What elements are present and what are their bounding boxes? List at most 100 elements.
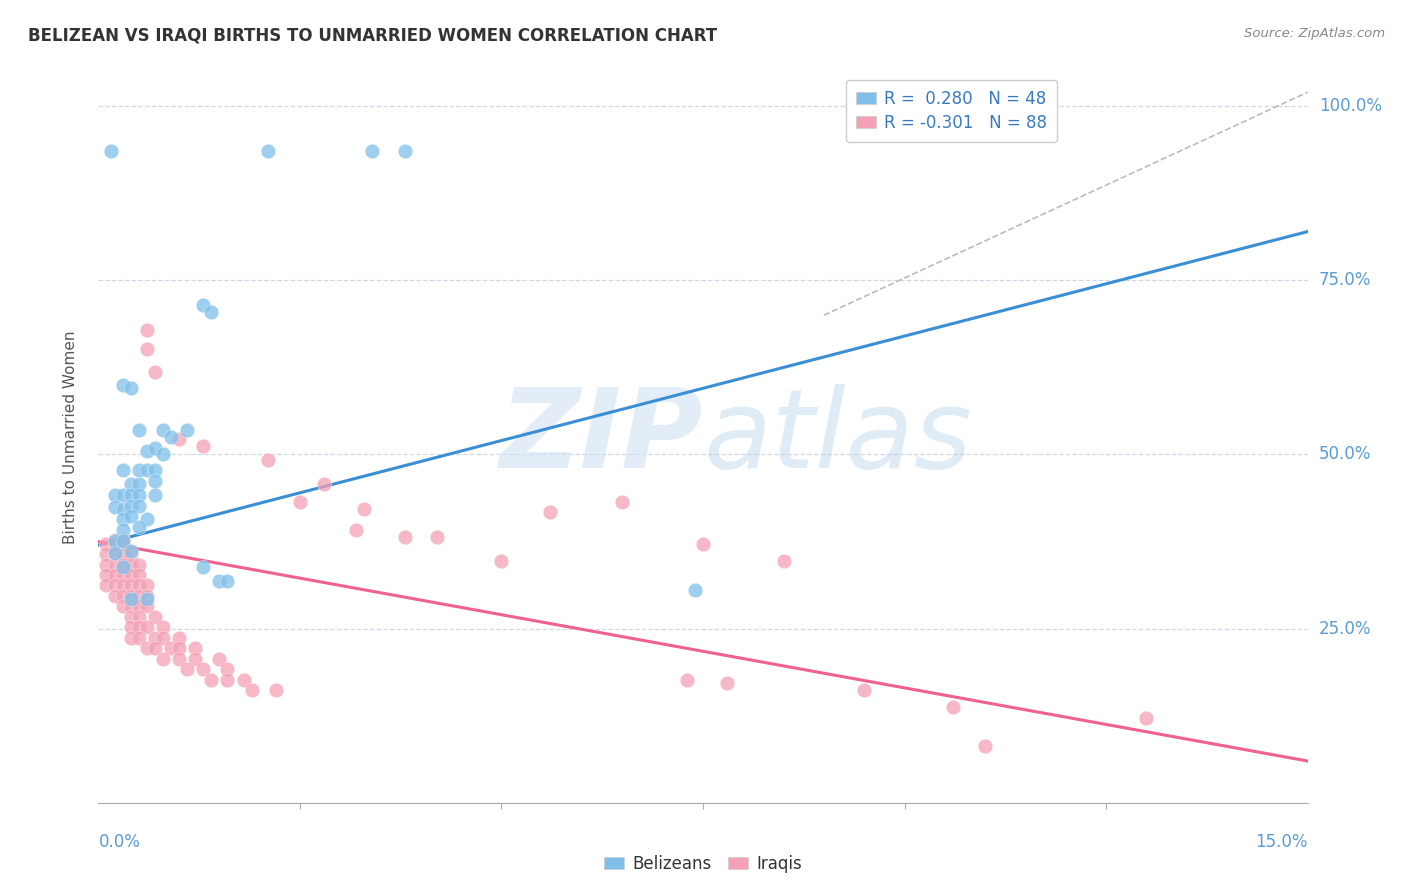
Point — [103, 558, 125, 572]
Point — [184, 641, 207, 656]
Point — [143, 463, 166, 477]
Point — [200, 304, 222, 318]
Point — [103, 488, 125, 502]
Text: Source: ZipAtlas.com: Source: ZipAtlas.com — [1244, 27, 1385, 40]
Point — [232, 673, 254, 687]
Point — [394, 145, 416, 159]
Point — [176, 662, 198, 676]
Point — [853, 682, 876, 697]
Point — [111, 463, 134, 477]
Point — [217, 574, 239, 589]
Point — [96, 568, 118, 582]
Point — [120, 476, 142, 491]
Point — [120, 381, 142, 395]
Point — [135, 589, 157, 603]
Point — [716, 676, 738, 690]
Point — [160, 430, 183, 444]
Point — [217, 662, 239, 676]
Point — [120, 589, 142, 603]
Text: 25.0%: 25.0% — [1319, 620, 1371, 638]
Point — [217, 673, 239, 687]
Point — [143, 474, 166, 488]
Point — [143, 609, 166, 624]
Point — [128, 631, 150, 645]
Point — [111, 589, 134, 603]
Point — [176, 423, 198, 437]
Point — [193, 298, 215, 312]
Point — [143, 488, 166, 502]
Point — [152, 423, 174, 437]
Point — [128, 463, 150, 477]
Point — [120, 592, 142, 607]
Point — [120, 578, 142, 592]
Point — [143, 365, 166, 379]
Point — [264, 682, 287, 697]
Point — [152, 631, 174, 645]
Point — [135, 599, 157, 614]
Point — [103, 589, 125, 603]
Point — [111, 568, 134, 582]
Point — [167, 631, 190, 645]
Point — [111, 578, 134, 592]
Point — [111, 547, 134, 561]
Point — [208, 651, 231, 665]
Point — [103, 533, 125, 548]
Point — [128, 568, 150, 582]
Point — [120, 499, 142, 513]
Point — [128, 589, 150, 603]
Point — [103, 546, 125, 560]
Point — [120, 609, 142, 624]
Point — [167, 651, 190, 665]
Point — [135, 511, 157, 525]
Point — [128, 609, 150, 624]
Point — [314, 477, 336, 491]
Point — [103, 568, 125, 582]
Point — [128, 499, 150, 513]
Point — [135, 578, 157, 592]
Point — [128, 558, 150, 572]
Point — [184, 651, 207, 665]
Text: ZIP: ZIP — [499, 384, 703, 491]
Point — [120, 488, 142, 502]
Point — [256, 145, 278, 159]
Point — [361, 145, 384, 159]
Point — [120, 558, 142, 572]
Legend: R =  0.280   N = 48, R = -0.301   N = 88: R = 0.280 N = 48, R = -0.301 N = 88 — [846, 79, 1057, 142]
Point — [200, 673, 222, 687]
Point — [612, 495, 634, 509]
Point — [208, 574, 231, 589]
Point — [167, 641, 190, 656]
Point — [128, 423, 150, 437]
Point — [120, 599, 142, 614]
Point — [160, 641, 183, 656]
Text: 50.0%: 50.0% — [1319, 445, 1371, 464]
Point — [96, 558, 118, 572]
Point — [111, 523, 134, 537]
Point — [120, 547, 142, 561]
Point — [143, 631, 166, 645]
Point — [128, 599, 150, 614]
Point — [193, 662, 215, 676]
Point — [240, 682, 263, 697]
Point — [1135, 711, 1157, 725]
Point — [128, 578, 150, 592]
Text: BELIZEAN VS IRAQI BIRTHS TO UNMARRIED WOMEN CORRELATION CHART: BELIZEAN VS IRAQI BIRTHS TO UNMARRIED WO… — [28, 27, 717, 45]
Point — [103, 533, 125, 548]
Point — [103, 536, 125, 550]
Point — [100, 145, 122, 159]
Point — [974, 739, 997, 753]
Point — [103, 500, 125, 514]
Point — [128, 488, 150, 502]
Point — [167, 432, 190, 446]
Point — [120, 508, 142, 523]
Point — [193, 439, 215, 453]
Point — [128, 476, 150, 491]
Point — [111, 501, 134, 516]
Point — [128, 620, 150, 634]
Point — [120, 543, 142, 558]
Point — [152, 651, 174, 665]
Point — [135, 342, 157, 356]
Point — [111, 533, 134, 548]
Text: 15.0%: 15.0% — [1256, 833, 1308, 851]
Point — [120, 568, 142, 582]
